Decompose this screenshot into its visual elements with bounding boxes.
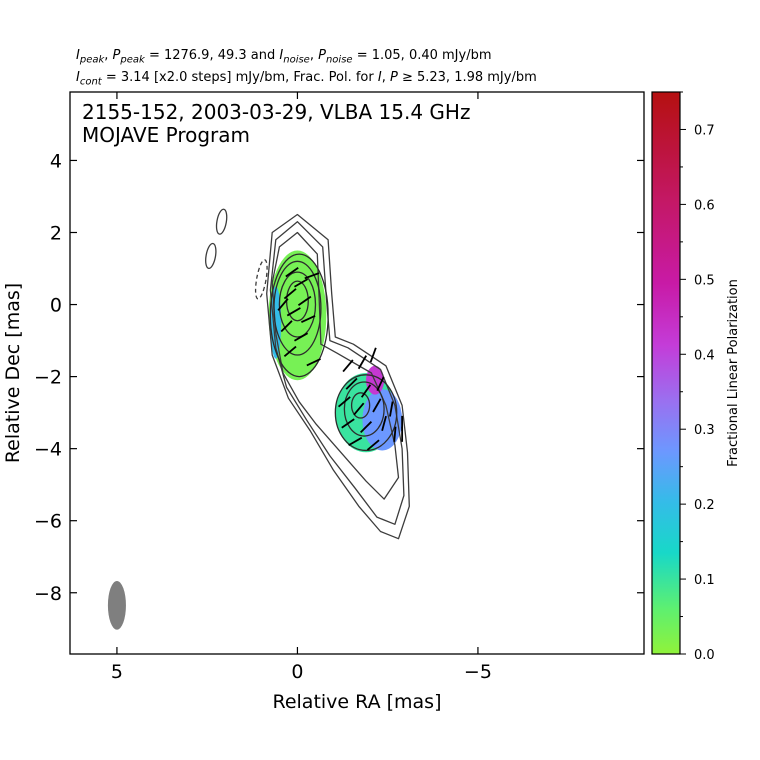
p-noise-sub: noise <box>325 54 353 66</box>
evpa-vector <box>372 398 382 413</box>
evpa-vector <box>345 377 358 390</box>
header-line-1: Ipeak, Ppeak = 1276.9, 49.3 and Inoise, … <box>76 48 492 66</box>
x-tick-label: 5 <box>111 661 123 683</box>
evpa-vector <box>389 401 394 417</box>
y-tick-label: 4 <box>50 150 62 172</box>
p-peak-symbol: P <box>112 48 121 63</box>
evpa-vector <box>369 347 377 363</box>
colorbar-tick-label: 0.1 <box>694 573 715 588</box>
y-tick-label: −8 <box>34 583 62 605</box>
beam-ellipse-group <box>107 581 126 630</box>
evpa-vector <box>294 278 309 288</box>
isolated-contour <box>215 208 228 235</box>
evpa-vector <box>297 295 312 307</box>
y-tick-label: −6 <box>34 511 62 533</box>
evpa-vector <box>280 320 293 333</box>
colorbar-label: Fractional Linear Polarization <box>726 279 741 467</box>
evpa-vector <box>283 345 297 357</box>
evpa-vector <box>294 332 309 342</box>
evpa-vector <box>304 272 320 280</box>
colorbar-tick-label: 0.3 <box>694 423 715 438</box>
noise-values: = 1.05, 0.40 mJy/bm <box>356 48 492 63</box>
colorbar-tick-label: 0.7 <box>694 123 715 138</box>
evpa-vector <box>376 376 385 392</box>
colorbar <box>651 91 681 655</box>
evpa-vector <box>301 314 316 323</box>
i-peak-symbol: I <box>76 48 80 63</box>
p-noise-symbol: P <box>318 48 326 63</box>
i-cont-symbol: I <box>76 70 80 85</box>
intensity-contour <box>278 271 317 338</box>
frac-p-symbol: P <box>389 70 398 85</box>
y-tick-label: 2 <box>50 223 62 245</box>
beam-ellipse <box>107 581 126 630</box>
header-line-2: Icont = 3.14 [x2.0 steps] mJy/bm, Frac. … <box>76 70 537 88</box>
evpa-vectors <box>277 267 404 451</box>
intensity-contour <box>269 253 329 378</box>
intensity-contour <box>273 260 322 356</box>
colorbar-tick-label: 0.4 <box>694 348 715 363</box>
evpa-vector <box>285 267 299 278</box>
cont-text: = 3.14 [x2.0 steps] mJy/bm, Frac. Pol. f… <box>105 70 374 85</box>
intensity-contours <box>205 208 410 540</box>
evpa-vector <box>360 421 373 434</box>
evpa-vector <box>357 355 367 370</box>
y-tick-label: 0 <box>50 295 62 317</box>
evpa-vector <box>306 358 321 367</box>
isolated-contour <box>205 242 217 270</box>
colorbar-ticks: 0.0 0.1 0.2 0.3 0.4 0.5 0.6 0.7 <box>680 91 715 663</box>
chart-title-line-2: MOJAVE Program <box>82 123 250 147</box>
colorbar-tick-label: 0.5 <box>694 273 715 288</box>
y-axis-label: Relative Dec [mas] <box>2 283 24 463</box>
envelope-contour <box>266 213 410 540</box>
evpa-vector <box>277 298 289 311</box>
evpa-vector <box>342 359 354 373</box>
envelope-contour <box>269 221 405 525</box>
x-axis-label: Relative RA [mas] <box>272 691 441 713</box>
i-noise-symbol: I <box>279 48 284 63</box>
y-tick-label: −4 <box>34 439 62 461</box>
evpa-vector <box>353 402 365 416</box>
envelope-contour <box>271 231 400 500</box>
colorbar-tick-label: 0.2 <box>694 498 715 513</box>
peak-values: = 1276.9, 49.3 and <box>148 48 276 63</box>
x-axis-ticks: 5 0 −5 <box>111 92 492 683</box>
frac-i-symbol: I <box>377 70 382 85</box>
plot-area <box>107 208 410 630</box>
intensity-contour <box>334 374 398 452</box>
evpa-vector <box>341 418 355 429</box>
evpa-vector <box>286 307 301 317</box>
colorbar-tick-label: 0.0 <box>694 648 715 663</box>
p-peak-sub: peak <box>120 54 145 66</box>
i-noise-sub: noise <box>283 54 310 66</box>
intensity-contour <box>350 392 371 419</box>
evpa-vector <box>360 384 372 398</box>
colorbar-tick-label: 0.6 <box>694 198 715 213</box>
evpa-vector <box>337 396 351 408</box>
plot-frame <box>69 91 645 655</box>
chart-title-line-1: 2155-152, 2003-03-29, VLBA 15.4 GHz <box>82 100 470 124</box>
x-tick-label: 0 <box>291 661 303 683</box>
evpa-vector <box>283 288 297 300</box>
intensity-contour <box>343 381 385 437</box>
evpa-vector <box>381 415 387 431</box>
y-tick-label: −2 <box>34 367 62 389</box>
evpa-vector <box>348 436 363 447</box>
threshold-text: ≥ 5.23, 1.98 mJy/bm <box>401 70 537 85</box>
evpa-vector <box>393 426 397 442</box>
i-peak-sub: peak <box>79 54 105 66</box>
x-tick-label: −5 <box>464 661 492 683</box>
i-cont-sub: cont <box>79 76 102 88</box>
y-axis-ticks: 4 2 0 −2 −4 −6 −8 <box>34 150 644 605</box>
pol-region-core <box>268 250 327 381</box>
evpa-vector <box>366 439 380 451</box>
